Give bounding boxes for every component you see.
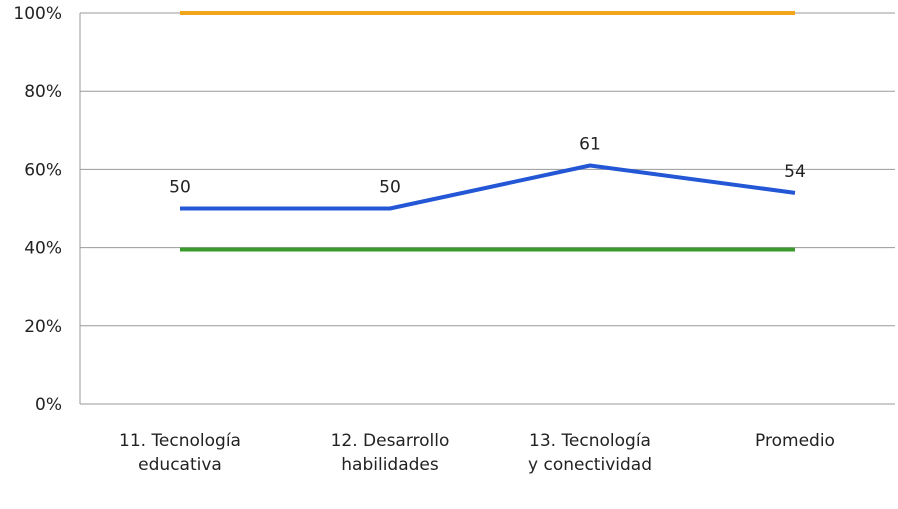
x-category-label-line: 11. Tecnología — [119, 431, 241, 451]
x-category-label-line: 12. Desarrollo — [331, 431, 450, 451]
y-axis-ticks: 0% 20% 40% 60% 80% 100% — [13, 4, 62, 415]
y-tick-label: 20% — [24, 317, 62, 337]
x-category-label: 13. Tecnología y conectividad — [528, 431, 652, 475]
gridlines — [80, 12, 895, 327]
x-category-label-line: educativa — [138, 455, 222, 475]
y-tick-label: 80% — [24, 82, 62, 102]
data-labels: 50 50 61 54 — [169, 134, 806, 197]
reference-lines — [180, 11, 795, 252]
data-label: 54 — [784, 162, 806, 182]
data-label: 50 — [169, 178, 191, 198]
category-labels: 11. Tecnología educativa 12. Desarrollo hab… — [119, 431, 835, 475]
x-category-label-line: habilidades — [341, 455, 439, 475]
y-tick-label: 60% — [24, 160, 62, 180]
series-line — [180, 163, 796, 211]
x-category-label: 12. Desarrollo habilidades — [331, 431, 450, 475]
y-tick-label: 40% — [24, 239, 62, 259]
x-category-label-line: Promedio — [755, 431, 835, 451]
data-label: 50 — [379, 178, 401, 198]
x-category-label: 11. Tecnología educativa — [119, 431, 241, 475]
series-lines — [180, 163, 796, 211]
x-category-label-line: 13. Tecnología — [529, 431, 651, 451]
data-label: 61 — [579, 134, 601, 154]
y-tick-label: 0% — [35, 395, 62, 415]
x-category-label-line: y conectividad — [528, 455, 652, 475]
y-tick-label: 100% — [13, 4, 62, 24]
x-category-label: Promedio — [755, 431, 835, 451]
